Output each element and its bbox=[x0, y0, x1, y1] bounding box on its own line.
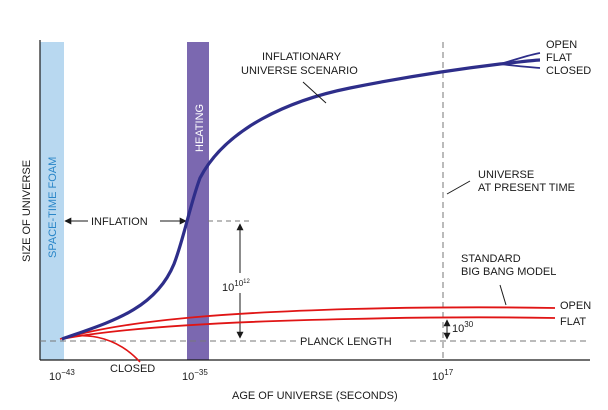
inflationary-leader bbox=[302, 81, 327, 104]
standard-label-1: STANDARD bbox=[461, 253, 521, 265]
present-label-2: AT PRESENT TIME bbox=[478, 182, 575, 194]
inflationary-label-2: UNIVERSE SCENARIO bbox=[241, 65, 358, 77]
inflation-label: INFLATION bbox=[91, 216, 148, 228]
present-leader bbox=[446, 180, 471, 195]
inflationary-label-1: INFLATIONARY bbox=[262, 51, 342, 63]
x-tick-1e-43: 10−43 bbox=[49, 368, 75, 383]
standard-open-label: OPEN bbox=[560, 300, 591, 312]
inflation-open-label: OPEN bbox=[546, 39, 577, 51]
inflation-flat-label: FLAT bbox=[546, 52, 572, 64]
inflation-open-curve bbox=[499, 52, 541, 65]
heating-label: HEATING bbox=[194, 104, 206, 152]
standard-closed-label: CLOSED bbox=[110, 363, 155, 375]
x-tick-1e17: 1017 bbox=[432, 368, 454, 383]
standard-leader bbox=[499, 284, 507, 306]
spacetime-foam-label: SPACE-TIME FOAM bbox=[47, 157, 59, 258]
standard-closed-curve bbox=[59, 335, 141, 363]
planck-length-label: PLANCK LENGTH bbox=[300, 336, 392, 348]
present-label-1: UNIVERSE bbox=[478, 169, 534, 181]
inflation-closed-curve bbox=[499, 63, 541, 69]
inflation-closed-label: CLOSED bbox=[546, 65, 591, 77]
standard-open-curve bbox=[61, 306, 556, 340]
heating-band bbox=[187, 42, 209, 360]
standard-label-2: BIG BANG MODEL bbox=[461, 266, 556, 278]
spacetime-foam-band bbox=[40, 42, 64, 360]
inflation-curve-main bbox=[61, 58, 541, 341]
standard-flat-label: FLAT bbox=[560, 316, 586, 328]
standard-factor-label: 1030 bbox=[452, 320, 474, 335]
x-tick-1e-35: 10−35 bbox=[182, 368, 208, 383]
standard-flat-curve bbox=[61, 316, 556, 340]
planck-label-bg bbox=[296, 333, 410, 348]
inflation-factor-bg bbox=[216, 273, 260, 293]
y-axis-label: SIZE OF UNIVERSE bbox=[21, 160, 33, 262]
inflation-factor-label: 101012 bbox=[222, 279, 250, 294]
x-axis-label: AGE OF UNIVERSE (SECONDS) bbox=[232, 390, 398, 402]
